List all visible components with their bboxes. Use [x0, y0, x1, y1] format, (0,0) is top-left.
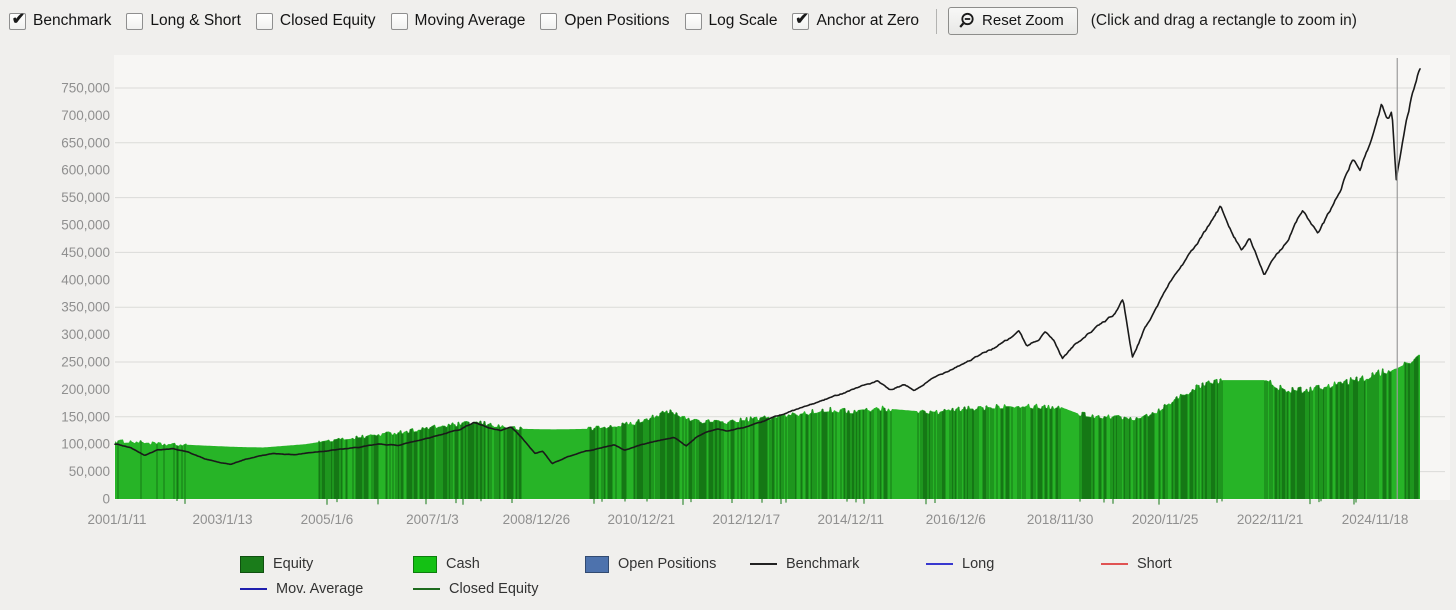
toolbar-separator	[936, 8, 938, 34]
legend-item-long: Long	[926, 555, 994, 573]
checkbox-label: Open Positions	[564, 12, 670, 29]
checkbox-label: Closed Equity	[279, 12, 376, 29]
svg-text:150,000: 150,000	[61, 409, 110, 424]
svg-text:600,000: 600,000	[61, 163, 110, 178]
short-swatch-icon	[1101, 562, 1128, 566]
svg-text:2012/12/17: 2012/12/17	[713, 512, 781, 527]
open-positions-swatch-icon	[585, 555, 609, 573]
svg-text:2010/12/21: 2010/12/21	[608, 512, 676, 527]
svg-text:400,000: 400,000	[61, 272, 110, 287]
svg-text:2016/12/6: 2016/12/6	[926, 512, 986, 527]
legend-item-short: Short	[1101, 555, 1172, 573]
svg-text:2005/1/6: 2005/1/6	[301, 512, 354, 527]
reset-zoom-button[interactable]: Reset Zoom	[948, 7, 1078, 35]
checkbox-closed-equity[interactable]: Closed Equity	[255, 12, 376, 30]
checkbox-moving-average[interactable]: Moving Average	[390, 12, 526, 30]
checkbox-open-positions[interactable]: Open Positions	[540, 12, 670, 30]
legend-label: Cash	[446, 556, 480, 572]
legend-label: Long	[962, 556, 995, 572]
checkbox-unchecked-box[interactable]	[684, 12, 702, 30]
svg-text:2018/11/30: 2018/11/30	[1027, 512, 1094, 527]
legend-item-equity: Equity	[240, 555, 313, 573]
zoom-hint-text: (Click and drag a rectangle to zoom in)	[1090, 12, 1357, 29]
svg-text:500,000: 500,000	[61, 218, 110, 233]
svg-text:2008/12/26: 2008/12/26	[503, 512, 571, 527]
svg-text:2022/11/21: 2022/11/21	[1237, 512, 1304, 527]
checkbox-anchor-at-zero[interactable]: ✔ Anchor at Zero	[792, 10, 920, 30]
checkbox-checked-icon[interactable]: ✔	[792, 10, 810, 30]
legend-label: Closed Equity	[449, 581, 539, 597]
svg-text:350,000: 350,000	[61, 300, 110, 315]
checkbox-label: Anchor at Zero	[816, 12, 920, 29]
checkbox-unchecked-box[interactable]	[390, 12, 408, 30]
svg-text:0: 0	[102, 492, 110, 507]
svg-text:450,000: 450,000	[61, 245, 110, 260]
svg-text:2024/11/18: 2024/11/18	[1342, 512, 1409, 527]
checkbox-label: Moving Average	[414, 12, 526, 29]
svg-text:250,000: 250,000	[61, 355, 110, 370]
check-mark-icon: ✔	[11, 10, 26, 28]
svg-text:50,000: 50,000	[69, 464, 110, 479]
checkbox-label: Long & Short	[150, 12, 241, 29]
svg-text:2003/1/13: 2003/1/13	[192, 512, 252, 527]
legend-item-closed-equity: Closed Equity	[413, 580, 538, 598]
legend-item-open-positions: Open Positions	[585, 555, 716, 573]
checkbox-checked-icon[interactable]: ✔	[9, 10, 26, 30]
mov-average-swatch-icon	[240, 587, 267, 591]
legend-label: Equity	[273, 556, 314, 572]
legend-item-benchmark: Benchmark	[750, 555, 859, 573]
zoom-out-magnifier-icon	[959, 12, 974, 28]
checkbox-label: Log Scale	[708, 12, 778, 29]
legend-label: Benchmark	[786, 556, 860, 572]
svg-text:2014/12/11: 2014/12/11	[817, 512, 884, 527]
check-mark-icon: ✔	[795, 10, 809, 28]
cash-swatch-icon	[413, 555, 437, 573]
reset-zoom-label: Reset Zoom	[982, 12, 1064, 29]
svg-text:300,000: 300,000	[61, 327, 110, 342]
svg-text:100,000: 100,000	[61, 437, 110, 452]
svg-text:700,000: 700,000	[61, 108, 110, 123]
legend-label: Mov. Average	[276, 581, 364, 597]
long-swatch-icon	[926, 562, 953, 566]
benchmark-swatch-icon	[750, 562, 777, 566]
svg-text:2001/1/11: 2001/1/11	[87, 512, 146, 527]
svg-text:200,000: 200,000	[61, 382, 110, 397]
legend-item-mov-average: Mov. Average	[240, 580, 363, 598]
closed-equity-swatch-icon	[413, 587, 440, 591]
chart-toolbar: ✔ Benchmark Long & Short Closed Equity Movin…	[0, 0, 1456, 42]
checkbox-unchecked-box[interactable]	[540, 12, 558, 30]
checkbox-unchecked-box[interactable]	[255, 12, 273, 30]
checkbox-long-short[interactable]: Long & Short	[126, 12, 241, 30]
legend-label: Open Positions	[618, 556, 717, 572]
checkbox-label: Benchmark	[33, 12, 112, 29]
svg-text:2020/11/25: 2020/11/25	[1132, 512, 1199, 527]
legend-label: Short	[1137, 556, 1172, 572]
checkbox-log-scale[interactable]: Log Scale	[684, 12, 778, 30]
svg-text:2007/1/3: 2007/1/3	[406, 512, 459, 527]
checkbox-unchecked-box[interactable]	[126, 12, 144, 30]
svg-text:750,000: 750,000	[61, 81, 110, 96]
checkbox-group: ✔ Benchmark Long & Short Closed Equity Movin…	[9, 10, 934, 30]
legend-item-cash: Cash	[413, 555, 480, 573]
checkbox-benchmark[interactable]: ✔ Benchmark	[9, 10, 112, 30]
equity-chart[interactable]: 0 50,000 100,000 150,000 200,000 250,000 300,0…	[0, 46, 1456, 540]
equity-swatch-icon	[240, 555, 264, 573]
svg-text:550,000: 550,000	[61, 190, 110, 205]
svg-text:650,000: 650,000	[61, 135, 110, 150]
